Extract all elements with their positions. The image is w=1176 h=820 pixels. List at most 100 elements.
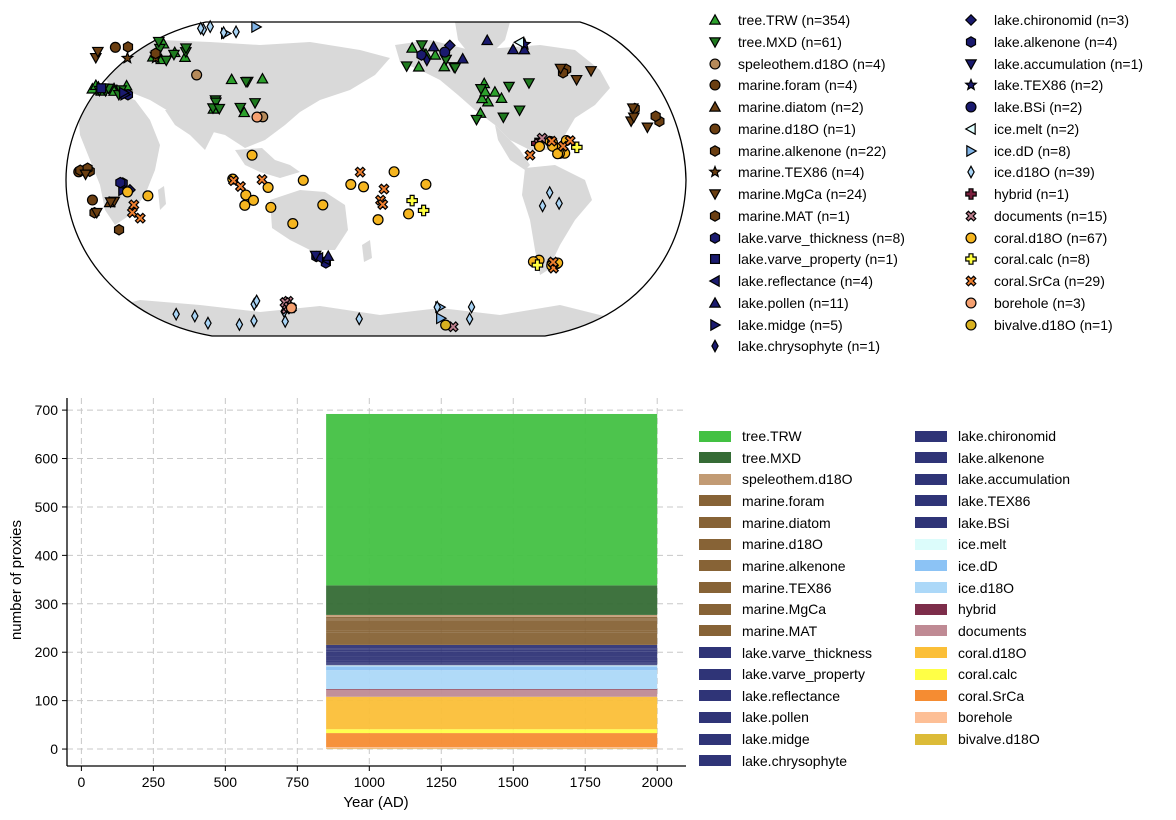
map-marker-tree-mxd (167, 49, 181, 61)
chart-legend-item-lake-chironomid: lake.chironomid (915, 426, 1056, 446)
chart-legend-item-marine-d18o: marine.d18O (699, 534, 823, 554)
map-marker-tree-mxd (502, 81, 516, 93)
map-marker-borehole (251, 111, 263, 123)
y-tick-label: 700 (35, 402, 59, 418)
legend-label: bivalve.d18O (n=1) (994, 316, 1113, 333)
area-ice-melt (326, 665, 658, 667)
proxy-map-svg (65, 19, 687, 337)
legend-label: lake.BSi (n=2) (994, 99, 1083, 115)
map-marker-marine-mat (150, 47, 161, 60)
legend-swatch (915, 711, 947, 723)
area-marine-mat (326, 644, 658, 645)
area-marine-diatom (326, 618, 658, 620)
map-marker-lake-bsi (439, 46, 451, 58)
legend-marker-icon (964, 122, 976, 135)
chart-legend-item-tree-mxd: tree.MXD (699, 448, 801, 468)
legend-marker-icon (710, 318, 722, 331)
y-tick-label: 500 (35, 499, 59, 515)
legend-marker-ice-dd (966, 144, 978, 157)
x-axis-title: Year (AD) (343, 794, 408, 811)
map-marker-tree-trw (237, 105, 251, 118)
chart-legend-item-coral-calc: coral.calc (915, 664, 1017, 684)
legend-marker-icon (708, 13, 722, 25)
legend-label: coral.SrCa (958, 687, 1025, 704)
chart-legend-item-lake-tex86: lake.TEX86 (915, 491, 1030, 511)
legend-marker-icon (709, 231, 721, 244)
chart-legend-item-lake-varve-property: lake.varve_property (699, 664, 865, 684)
map-marker-ice-d18o (467, 299, 476, 314)
legend-label: tree.TRW (742, 428, 802, 444)
map-legend-item-lake-varve-property: lake.varve_property (n=1) (702, 249, 898, 269)
legend-label: lake.TEX86 (n=2) (994, 77, 1104, 94)
legend-label: lake.chrysophyte (n=1) (738, 338, 881, 355)
legend-marker-marine-foram (709, 79, 721, 91)
legend-marker-icon (709, 144, 721, 157)
map-marker-coral-d18o (247, 194, 259, 206)
map-marker-coral-srca (234, 180, 247, 193)
area-coral-calc (326, 729, 658, 734)
map-legend-item-coral-d18o: coral.d18O (n=67) (958, 228, 1107, 248)
chart-legend: tree.TRW tree.MXD speleothem.d18O marine.fo… (697, 426, 1173, 776)
legend-label: marine.MAT (742, 622, 818, 639)
area-lake-chironomid (326, 659, 658, 661)
map-marker-lake-pollen (322, 249, 335, 261)
map-legend-item-lake-bsi: lake.BSi (n=2) (958, 97, 1082, 117)
map-marker-marine-alkenone (122, 41, 134, 53)
map-marker-tree-mxd (152, 36, 165, 49)
x-tick-label: 1250 (426, 774, 457, 790)
legend-marker-marine-diatom (708, 100, 722, 112)
map-marker-ice-d18o (545, 185, 554, 200)
area-lake-accumulation (326, 662, 658, 664)
legend-label: tree.TRW (n=354) (738, 12, 851, 28)
map-legend-item-documents: documents (n=15) (958, 206, 1107, 226)
map-marker-coral-d18o (246, 149, 258, 161)
legend-label: marine.d18O (n=1) (738, 120, 856, 137)
legend-marker-marine-mat (709, 209, 721, 222)
map-marker-coral-srca (377, 198, 389, 211)
map-marker-lake-pollen (456, 52, 469, 64)
map-marker-tree-mxd (248, 98, 262, 110)
map-marker-ice-d18o (232, 24, 240, 39)
legend-label: marine.foram (n=4) (738, 77, 858, 94)
chart-legend-item-lake-reflectance: lake.reflectance (699, 686, 840, 706)
legend-swatch (915, 603, 947, 615)
map-marker-coral-srca (134, 212, 146, 224)
map-marker-coral-srca (354, 166, 366, 178)
legend-label: marine.diatom (742, 514, 831, 531)
map-legend: tree.TRW (n=354) tree.MXD (n=61) speleothe… (700, 10, 1176, 360)
y-tick-label: 300 (35, 596, 59, 612)
legend-swatch (699, 711, 731, 723)
legend-marker-hybrid (965, 188, 977, 200)
legend-label: documents (958, 622, 1027, 639)
map-marker-borehole (285, 302, 297, 314)
area-speleothem-d18o (326, 614, 658, 617)
legend-marker-lake-varve-property (709, 254, 721, 265)
x-tick-label: 1500 (498, 774, 529, 790)
legend-swatch (699, 538, 731, 550)
map-legend-item-coral-srca: coral.SrCa (n=29) (958, 271, 1105, 291)
chart-legend-item-marine-alkenone: marine.alkenone (699, 556, 846, 576)
chart-legend-item-bivalve-d18o: bivalve.d18O (915, 729, 1040, 749)
map-marker-coral-d18o (358, 181, 370, 193)
legend-marker-icon (964, 13, 978, 27)
legend-marker-icon (708, 36, 722, 49)
legend-label: lake.chrysophyte (742, 752, 848, 769)
legend-label: lake.pollen (n=11) (738, 294, 849, 311)
map-marker-ice-d18o (235, 317, 244, 332)
map-marker-tree-trw (438, 60, 451, 72)
legend-marker-ice-d18o (967, 165, 975, 180)
map-marker-marine-mgca (554, 63, 567, 75)
legend-marker-icon (965, 318, 977, 331)
map-legend-item-marine-d18o: marine.d18O (n=1) (702, 119, 856, 139)
map-marker-coral-d18o (265, 201, 277, 213)
legend-label: lake.TEX86 (958, 492, 1031, 509)
legend-marker-tree-mxd (708, 36, 722, 49)
area-marine-d18o (326, 619, 658, 621)
map-marker-marine-mgca (626, 103, 640, 115)
map-marker-lake-pollen (427, 40, 440, 52)
map-marker-coral-srca (256, 173, 268, 186)
map-marker-tree-mxd (234, 102, 247, 115)
legend-marker-icon (711, 339, 719, 354)
chart-legend-item-marine-mat: marine.MAT (699, 621, 817, 641)
legend-marker-coral-calc (965, 253, 977, 266)
